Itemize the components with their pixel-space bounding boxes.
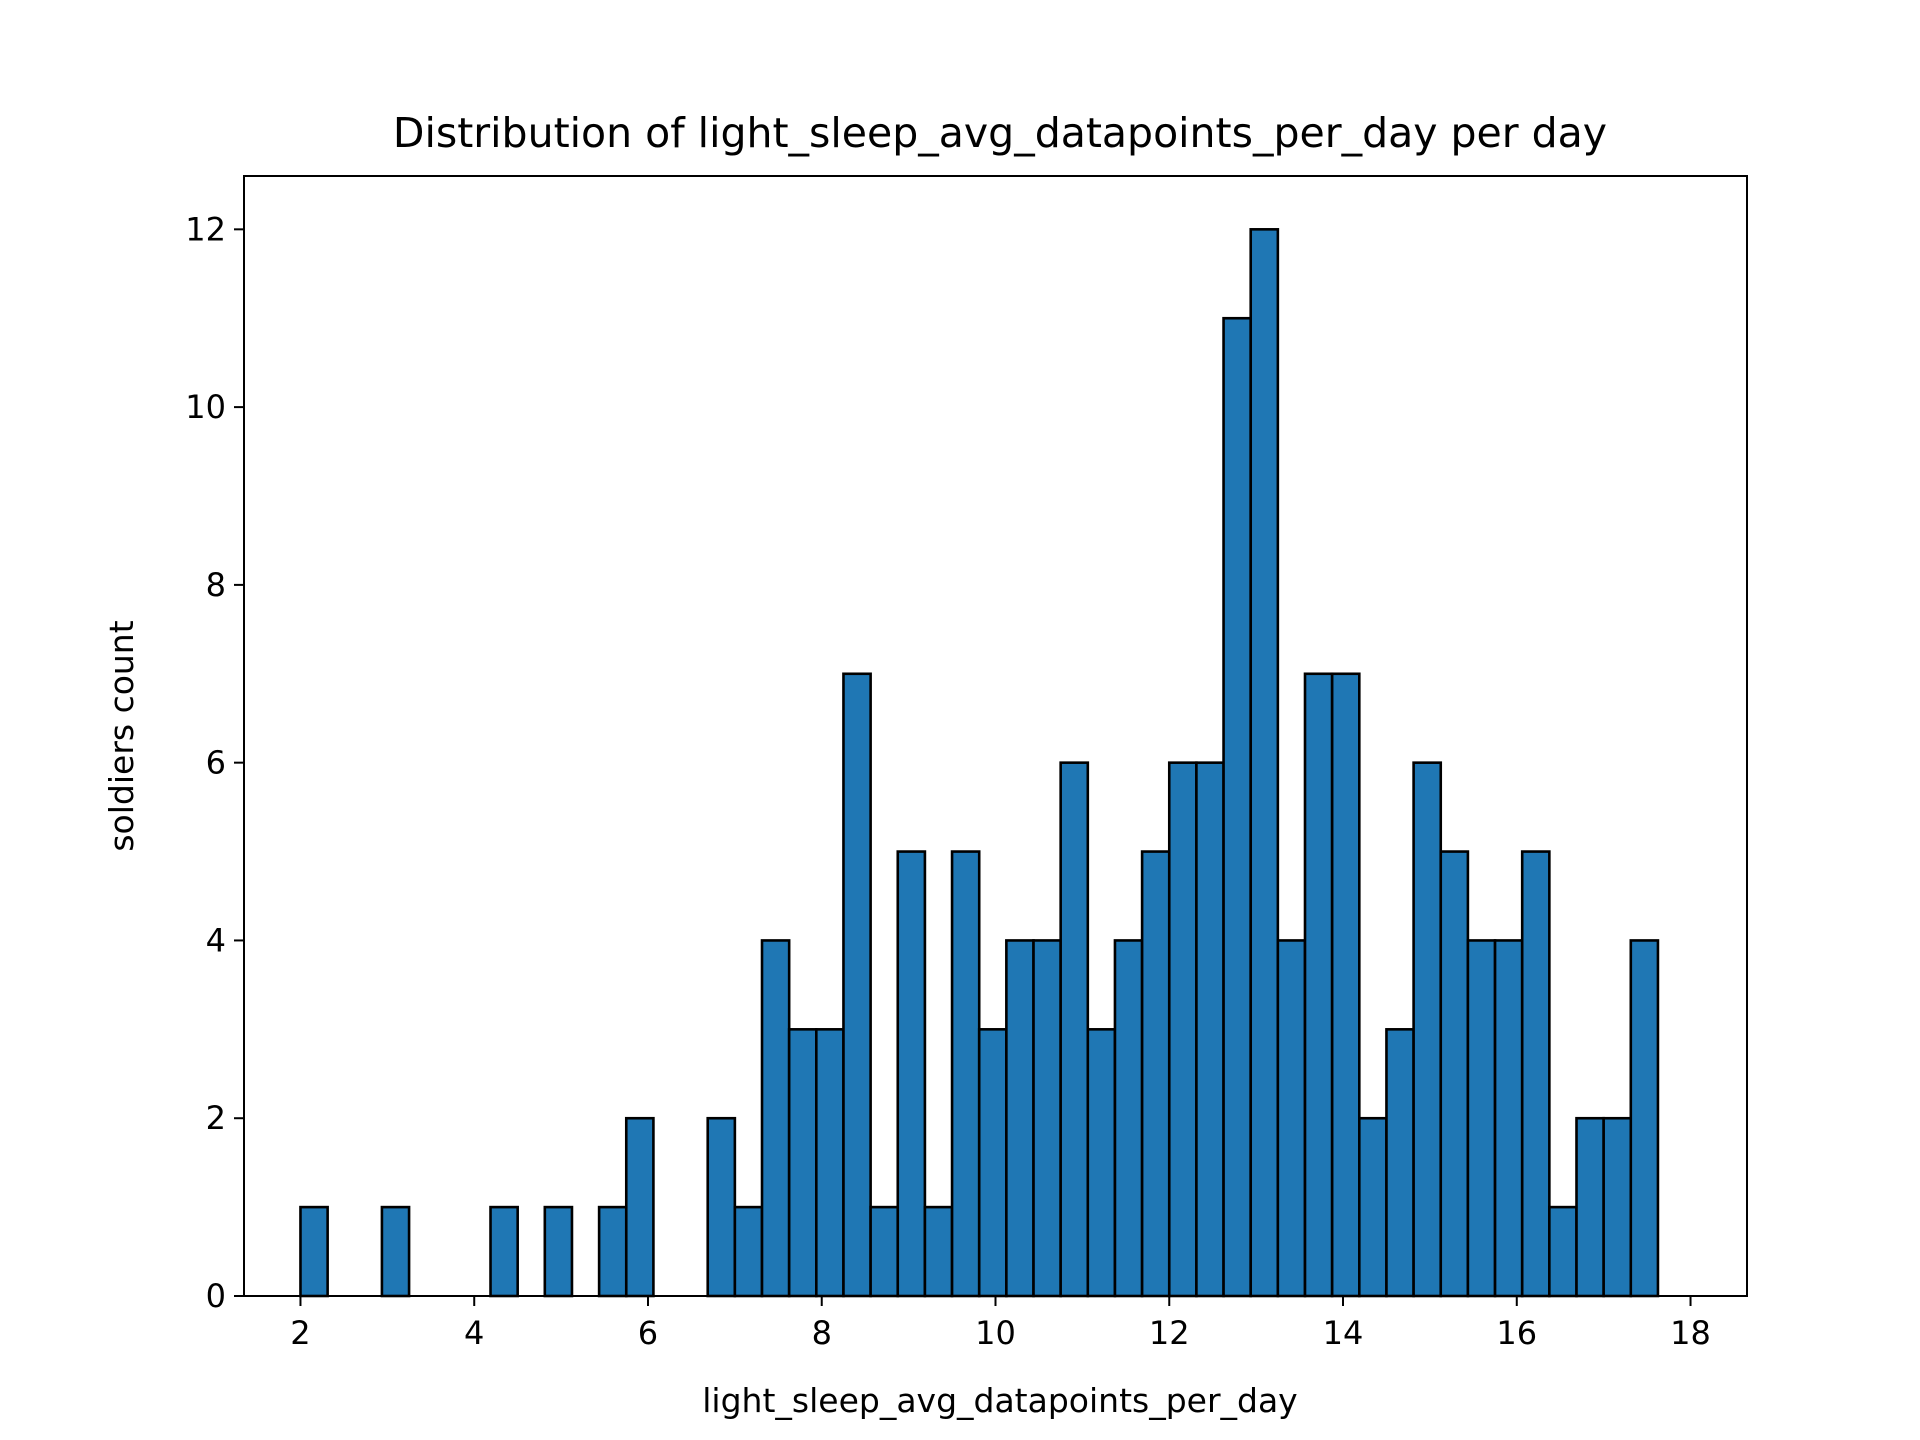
histogram-bar <box>1032 939 1062 1298</box>
histogram-bar <box>950 850 981 1298</box>
histogram-bar <box>597 1205 628 1298</box>
histogram-bar <box>1005 939 1035 1298</box>
x-tick-label: 18 <box>1670 1314 1711 1352</box>
histogram-bar <box>1249 228 1280 1298</box>
histogram-bar <box>299 1205 329 1298</box>
x-tick-label: 10 <box>975 1314 1016 1352</box>
histogram-bar <box>1195 761 1225 1298</box>
x-tick-label: 14 <box>1323 1314 1364 1352</box>
histogram-bar <box>1222 316 1253 1298</box>
x-axis-label: light_sleep_avg_datapoints_per_day <box>702 1381 1297 1420</box>
x-tick-label: 2 <box>290 1314 310 1352</box>
histogram-bar <box>896 850 927 1298</box>
histogram-bar <box>1330 672 1361 1298</box>
histogram-bar <box>1167 761 1198 1298</box>
y-axis-label: soldiers count <box>102 620 141 851</box>
x-tick-label: 12 <box>1149 1314 1190 1352</box>
histogram-bar <box>543 1205 574 1298</box>
x-tick-label: 4 <box>464 1314 484 1352</box>
bars-group <box>299 228 1660 1298</box>
histogram-bar <box>1358 1116 1388 1298</box>
y-axis-ticks: 0 2 4 6 8 10 12 <box>185 210 244 1315</box>
x-tick-label: 8 <box>812 1314 832 1352</box>
histogram-bar <box>1140 850 1171 1298</box>
histogram-bar <box>1548 1205 1578 1298</box>
histogram-bar <box>380 1205 411 1298</box>
y-tick-label: 4 <box>206 921 226 959</box>
histogram-bar <box>842 672 872 1298</box>
histogram-bar <box>1629 939 1660 1298</box>
histogram-bar <box>624 1116 655 1298</box>
x-axis-ticks: 2 4 6 8 10 12 14 16 18 <box>290 1296 1711 1352</box>
x-tick-label: 16 <box>1496 1314 1537 1352</box>
histogram-bar <box>1493 939 1524 1298</box>
histogram-bar <box>815 1028 845 1298</box>
y-tick-label: 2 <box>206 1099 226 1137</box>
histogram-bar <box>787 1028 818 1298</box>
histogram-bar <box>1520 850 1551 1298</box>
y-tick-label: 0 <box>206 1277 226 1315</box>
chart-title: Distribution of light_sleep_avg_datapoin… <box>393 109 1607 157</box>
histogram-bar <box>1439 850 1470 1298</box>
histogram-bar <box>733 1205 764 1298</box>
histogram-bar <box>1059 761 1090 1298</box>
y-tick-label: 6 <box>206 744 226 782</box>
histogram-bar <box>1385 1028 1415 1298</box>
histogram-bar <box>760 939 791 1298</box>
y-tick-label: 10 <box>185 388 226 426</box>
histogram-bar <box>1113 939 1144 1298</box>
histogram-bar <box>706 1116 737 1298</box>
histogram-bar <box>1276 939 1307 1298</box>
histogram-bar <box>869 1205 900 1298</box>
histogram-bar <box>1086 1028 1117 1298</box>
histogram-bar <box>1602 1116 1633 1298</box>
histogram-bar <box>1466 939 1497 1298</box>
histogram-bar <box>923 1205 954 1298</box>
histogram-bar <box>977 1028 1008 1298</box>
histogram-bar <box>1575 1116 1605 1298</box>
histogram-bar <box>489 1205 519 1298</box>
y-tick-label: 8 <box>206 566 226 604</box>
histogram-bar <box>1412 761 1443 1298</box>
histogram-bar <box>1303 672 1334 1298</box>
y-tick-label: 12 <box>185 210 226 248</box>
x-tick-label: 6 <box>638 1314 658 1352</box>
